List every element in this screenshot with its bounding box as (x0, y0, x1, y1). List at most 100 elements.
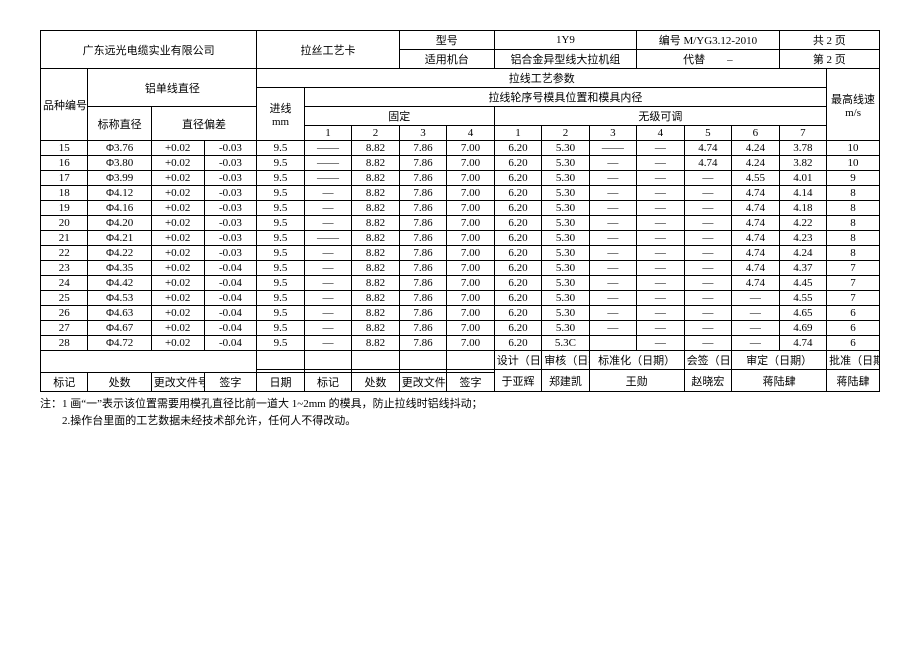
cell: 4.74 (732, 246, 779, 261)
cell: — (304, 186, 351, 201)
cell: 6.20 (494, 306, 541, 321)
cell: +0.02 (151, 336, 204, 351)
cell: +0.02 (151, 261, 204, 276)
cell: — (304, 321, 351, 336)
cell: Φ4.53 (88, 291, 151, 306)
cell: — (637, 306, 684, 321)
cell: -0.04 (204, 321, 257, 336)
th-f3: 3 (399, 126, 446, 141)
cell: — (684, 306, 731, 321)
cell: 21 (41, 231, 88, 246)
cell: 7.86 (399, 186, 446, 201)
cell: 7.00 (447, 201, 494, 216)
cell: 7.00 (447, 306, 494, 321)
process-card-table: 广东远光电缆实业有限公司 拉丝工艺卡 型号 1Y9 编号 M/YG3.12-20… (40, 30, 880, 392)
cell: 7.00 (447, 336, 494, 351)
cell: Φ4.20 (88, 216, 151, 231)
cell: — (589, 306, 636, 321)
cell: — (304, 216, 351, 231)
cell: +0.02 (151, 306, 204, 321)
cell: 6 (827, 336, 880, 351)
name-2: 郑建凯 (542, 370, 589, 392)
cell: 10 (827, 141, 880, 156)
cell: — (589, 246, 636, 261)
f2-3: 签字 (204, 373, 257, 392)
cell: 19 (41, 201, 88, 216)
cell: 7.86 (399, 321, 446, 336)
cell: 22 (41, 246, 88, 261)
cell: 4.23 (779, 231, 826, 246)
footer-row-1: 设计（日期） 审核（日期） 标准化（日期） 会签（日期） 审定（日期） 批准（日… (41, 351, 880, 370)
cell: 7 (827, 291, 880, 306)
table-row: 15Φ3.76+0.02-0.039.5——8.827.867.006.205.… (41, 141, 880, 156)
cell: -0.03 (204, 171, 257, 186)
note-2: 2.操作台里面的工艺数据未经技术部允许，任何人不得改动。 (40, 413, 880, 430)
cell: 5.30 (542, 186, 589, 201)
model-value: 1Y9 (494, 31, 636, 50)
cell: 24 (41, 276, 88, 291)
cell (589, 336, 636, 351)
cell: — (304, 201, 351, 216)
cell: — (304, 306, 351, 321)
cell: 8 (827, 246, 880, 261)
cell: +0.02 (151, 156, 204, 171)
th-a5: 5 (684, 126, 731, 141)
th-fixed: 固定 (304, 107, 494, 126)
f2-6: 处数 (352, 373, 399, 392)
cell: 8.82 (352, 231, 399, 246)
cell: — (684, 321, 731, 336)
cell: — (637, 336, 684, 351)
cell: — (732, 306, 779, 321)
cell: 4.74 (732, 201, 779, 216)
cell: —— (304, 141, 351, 156)
cell: — (684, 261, 731, 276)
cell: 8.82 (352, 186, 399, 201)
cell: +0.02 (151, 321, 204, 336)
cell: 6.20 (494, 261, 541, 276)
f-approve: 审定（日期） (732, 351, 827, 370)
cell: — (684, 171, 731, 186)
cell: 7 (827, 261, 880, 276)
cell: 4.69 (779, 321, 826, 336)
cell: Φ4.63 (88, 306, 151, 321)
th-diameter: 铝单线直径 (88, 69, 257, 107)
table-row: 18Φ4.12+0.02-0.039.5—8.827.867.006.205.3… (41, 186, 880, 201)
machine-label: 适用机台 (399, 50, 494, 69)
table-row: 27Φ4.67+0.02-0.049.5—8.827.867.006.205.3… (41, 321, 880, 336)
f2-2: 更改文件号 (151, 373, 204, 392)
cell: 7.00 (447, 141, 494, 156)
cell: 7 (827, 276, 880, 291)
cell: 4.24 (779, 246, 826, 261)
cell: Φ4.67 (88, 321, 151, 336)
cell: 5.30 (542, 201, 589, 216)
cell: — (637, 186, 684, 201)
cell: 9.5 (257, 156, 304, 171)
cell: 7.86 (399, 216, 446, 231)
cell: — (637, 216, 684, 231)
cell: -0.04 (204, 276, 257, 291)
cell: 8 (827, 216, 880, 231)
cell: -0.03 (204, 156, 257, 171)
cell: 5.30 (542, 306, 589, 321)
cell: +0.02 (151, 171, 204, 186)
cell: 6.20 (494, 321, 541, 336)
th-params: 拉线工艺参数 (257, 69, 827, 88)
cell: Φ4.35 (88, 261, 151, 276)
cell: +0.02 (151, 291, 204, 306)
cell: 8.82 (352, 156, 399, 171)
cell: Φ3.99 (88, 171, 151, 186)
table-row: 17Φ3.99+0.02-0.039.5——8.827.867.006.205.… (41, 171, 880, 186)
cell: 7.00 (447, 246, 494, 261)
table-row: 26Φ4.63+0.02-0.049.5—8.827.867.006.205.3… (41, 306, 880, 321)
cell: 4.01 (779, 171, 826, 186)
f-audit: 审核（日期） (542, 351, 589, 370)
th-a4: 4 (637, 126, 684, 141)
cell: 9.5 (257, 186, 304, 201)
cell: 4.22 (779, 216, 826, 231)
cell: — (637, 201, 684, 216)
cell: +0.02 (151, 231, 204, 246)
cell: +0.02 (151, 216, 204, 231)
cell: 15 (41, 141, 88, 156)
cell: 5.30 (542, 156, 589, 171)
f-ratify: 批准（日期） (827, 351, 880, 370)
